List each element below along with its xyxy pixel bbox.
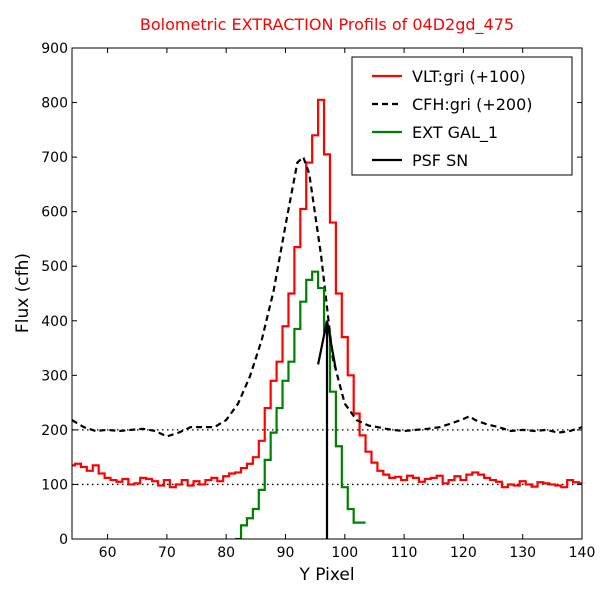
plot-frame	[71, 47, 583, 540]
x-tick-label-110: 110	[391, 545, 418, 561]
y-tick-label-0: 0	[59, 532, 68, 548]
series-ext-gal-1-line	[235, 270, 366, 539]
y-tick-label-800: 800	[41, 96, 68, 112]
chart-title: Bolometric EXTRACTION Profils of 04D2gd_…	[140, 15, 514, 35]
series-psf-sn-arrow	[317, 320, 337, 371]
x-tick-label-80: 80	[217, 545, 235, 561]
legend-label-4: PSF SN	[412, 151, 468, 170]
x-tick-label-140: 140	[569, 545, 596, 561]
y-tick-label-400: 400	[41, 314, 68, 330]
y-tick-label-900: 900	[41, 41, 68, 57]
x-tick-label-90: 90	[277, 545, 295, 561]
y-tick-label-600: 600	[41, 205, 68, 221]
axis-ticks: 60 70 80 90 100 110 120 130 140 0 100 200 300 400 500 6…	[41, 41, 595, 561]
y-axis-label: Flux (cfh)	[13, 253, 33, 333]
legend-label-2: CFH:gri (+200)	[412, 95, 533, 114]
x-tick-label-120: 120	[450, 545, 477, 561]
x-tick-label-60: 60	[99, 545, 117, 561]
x-tick-label-130: 130	[509, 545, 536, 561]
y-tick-label-200: 200	[41, 423, 68, 439]
y-tick-label-500: 500	[41, 259, 68, 275]
x-tick-label-100: 100	[331, 545, 358, 561]
legend: VLT:gri (+100) CFH:gri (+200) EXT GAL_1 PSF…	[351, 56, 573, 176]
y-tick-label-300: 300	[41, 368, 68, 384]
legend-label-3: EXT GAL_1	[412, 123, 498, 143]
series-vlt-gri-100-line	[72, 98, 582, 489]
x-tick-label-70: 70	[158, 545, 176, 561]
y-tick-label-700: 700	[41, 150, 68, 166]
y-tick-label-100: 100	[41, 477, 68, 493]
series-cfh-gri-200-line	[72, 155, 582, 438]
legend-label-1: VLT:gri (+100)	[412, 67, 526, 86]
x-axis-label: Y Pixel	[298, 565, 354, 585]
